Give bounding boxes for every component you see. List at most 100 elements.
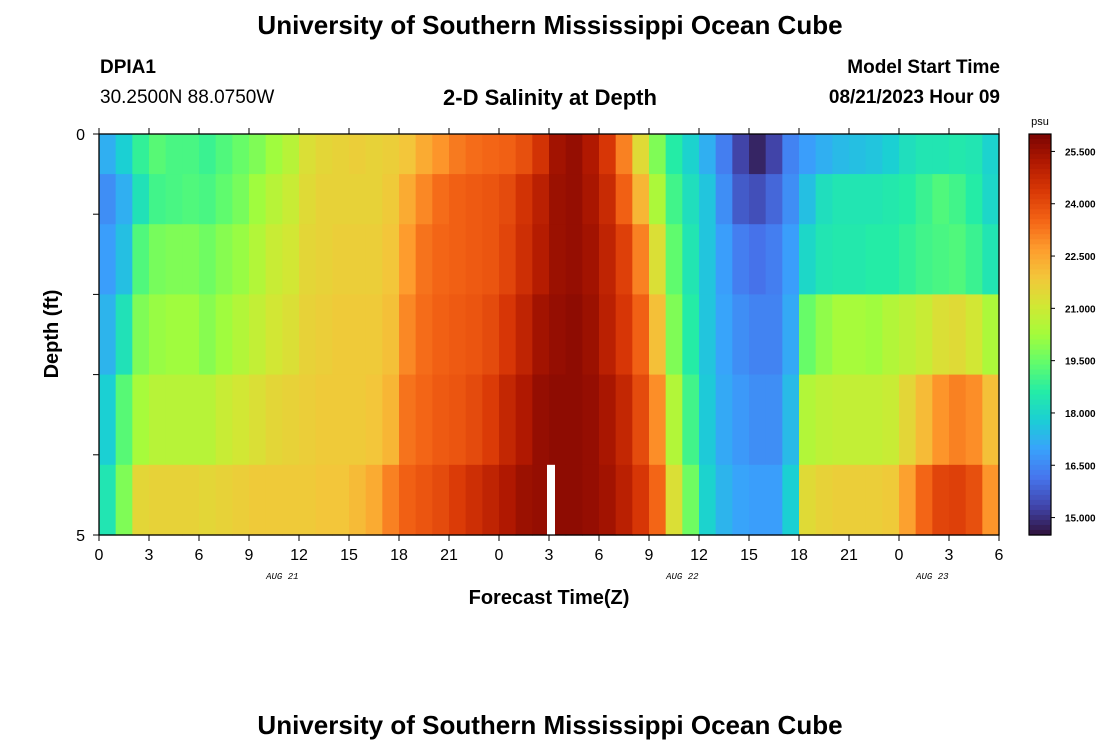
x-tick-label: 3	[545, 547, 554, 564]
heatmap-cell	[832, 374, 850, 466]
heatmap-cell	[699, 224, 717, 295]
heatmap-cell	[732, 374, 750, 466]
colorbar-swatch	[1029, 164, 1051, 170]
model-start-value: 08/21/2023 Hour 09	[828, 87, 1000, 108]
heatmap-cell	[665, 174, 683, 225]
x-tick-label: 18	[390, 547, 408, 564]
heatmap-cell	[849, 174, 867, 225]
heatmap-cell	[299, 294, 317, 376]
colorbar-swatch	[1029, 419, 1051, 426]
page-title: University of Southern Mississippi Ocean…	[257, 10, 843, 40]
heatmap-cell	[682, 174, 700, 225]
colorbar-swatch	[1029, 524, 1051, 531]
heatmap-cell	[365, 224, 383, 295]
heatmap-cell	[882, 174, 900, 225]
heatmap-cell	[249, 464, 267, 536]
heatmap-cell	[165, 134, 183, 175]
heatmap-cell	[215, 134, 233, 175]
heatmap-cell	[832, 134, 850, 175]
heatmap-cell	[432, 294, 450, 376]
x-tick-label: 12	[690, 547, 708, 564]
heatmap-cell	[765, 224, 783, 295]
heatmap-cell	[749, 374, 767, 466]
colorbar-swatch	[1029, 484, 1051, 491]
heatmap-cell	[349, 374, 367, 466]
heatmap-cell	[465, 174, 483, 225]
colorbar-swatch	[1029, 294, 1051, 301]
colorbar-swatch	[1029, 179, 1051, 185]
heatmap-cell	[782, 294, 800, 376]
heatmap-cell	[632, 224, 650, 295]
heatmap-cell	[549, 174, 567, 225]
heatmap-cell	[915, 174, 933, 225]
heatmap-cell	[899, 294, 917, 376]
x-tick-label: 15	[340, 547, 358, 564]
heatmap-cell	[682, 134, 700, 175]
heatmap-cell	[332, 224, 350, 295]
heatmap-cell	[482, 294, 500, 376]
heatmap-cell	[299, 134, 317, 175]
x-tick-label: 6	[995, 547, 1004, 564]
colorbar-frame	[1028, 133, 1052, 536]
heatmap-cell	[132, 174, 150, 225]
heatmap-cell	[899, 374, 917, 466]
heatmap-cell	[165, 174, 183, 225]
colorbar-swatch	[1029, 254, 1051, 260]
heatmap-cell	[599, 174, 617, 225]
heatmap-cell	[132, 374, 150, 466]
heatmap-cell	[315, 294, 333, 376]
heatmap-cell	[249, 294, 267, 376]
colorbar-tick-label: 18.000	[1065, 409, 1096, 420]
heatmap-cell	[799, 174, 817, 225]
heatmap-cell	[282, 294, 300, 376]
heatmap-cell	[532, 374, 550, 466]
heatmap-cell	[765, 174, 783, 225]
colorbar-swatch	[1029, 429, 1051, 436]
heatmap-cell	[349, 224, 367, 295]
colorbar-swatch	[1029, 189, 1051, 195]
heatmap-cell	[849, 464, 867, 536]
heatmap-cell	[782, 134, 800, 175]
x-tick-label: 6	[195, 547, 204, 564]
heatmap-cell	[499, 174, 517, 225]
heatmap-cell	[399, 134, 417, 175]
colorbar-swatch	[1029, 269, 1051, 275]
heatmap-cell	[599, 134, 617, 175]
colorbar-swatch	[1029, 234, 1051, 240]
heatmap-cell	[632, 464, 650, 536]
heatmap-cell	[865, 224, 883, 295]
x-tick-label: 21	[840, 547, 858, 564]
heatmap-cell	[265, 224, 283, 295]
heatmap-cell	[382, 294, 400, 376]
heatmap-cell	[865, 294, 883, 376]
x-tick-label: 3	[945, 547, 954, 564]
heatmap-cell	[632, 374, 650, 466]
x-tick-label: 6	[595, 547, 604, 564]
heatmap-cell	[715, 374, 733, 466]
heatmap-cell	[799, 294, 817, 376]
heatmap-cell	[649, 464, 667, 536]
heatmap-cell	[699, 294, 717, 376]
heatmap-cell	[965, 294, 983, 376]
heatmap-cell	[215, 224, 233, 295]
heatmap-cell	[699, 174, 717, 225]
heatmap-cells	[99, 134, 1000, 536]
colorbar-swatch	[1029, 389, 1051, 396]
heatmap-cell	[465, 464, 483, 536]
heatmap-cell	[315, 224, 333, 295]
heatmap-cell	[949, 464, 967, 536]
heatmap-cell	[149, 464, 167, 536]
heatmap-cell	[115, 134, 133, 175]
heatmap-cell	[365, 374, 383, 466]
colorbar-swatch	[1029, 204, 1051, 210]
heatmap-cell	[415, 294, 433, 376]
heatmap-cell	[115, 294, 133, 376]
date-label: AUG 22	[665, 572, 699, 582]
station-id: DPIA1	[100, 57, 156, 78]
heatmap-cell	[715, 224, 733, 295]
colorbar-swatch	[1029, 139, 1051, 145]
heatmap-cell	[699, 134, 717, 175]
colorbar-tick-label: 16.500	[1065, 461, 1096, 472]
x-tick-label: 0	[495, 547, 504, 564]
heatmap-cell	[782, 464, 800, 536]
